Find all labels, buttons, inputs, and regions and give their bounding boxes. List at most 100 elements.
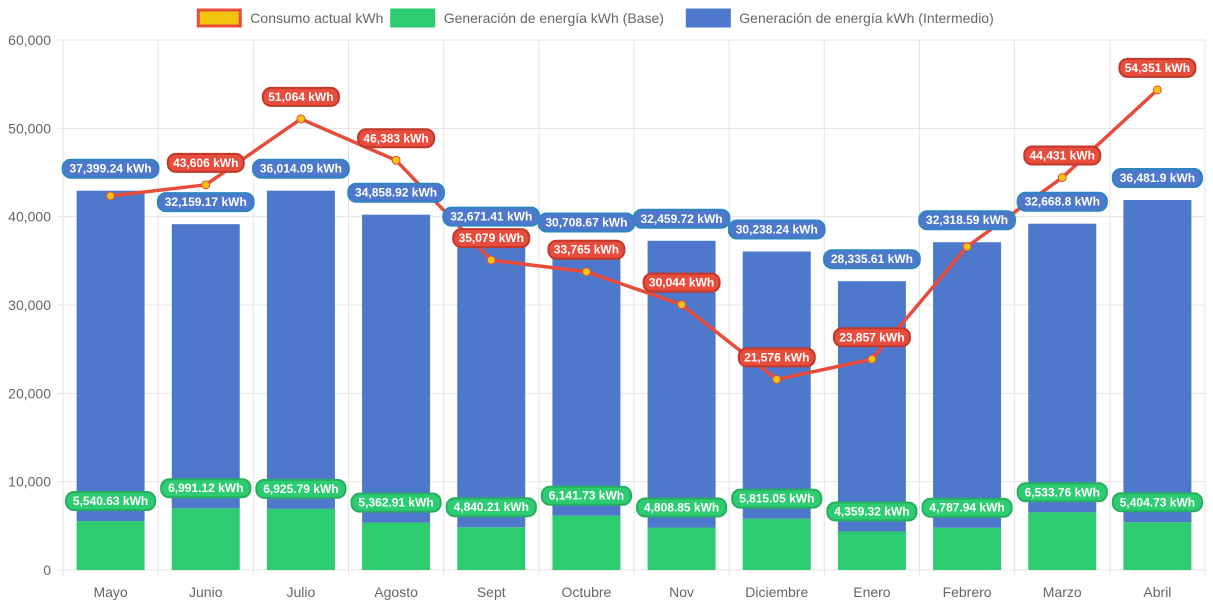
bar-base: [837, 531, 906, 570]
bar-intermediate: [742, 251, 811, 519]
consumption-point: [1152, 85, 1162, 95]
bar-base: [171, 508, 240, 570]
consumption-point: [106, 191, 116, 201]
base-data-label: 6,533.76 kWh: [1025, 485, 1100, 499]
intermediate-data-label: 36,481.9 kWh: [1120, 171, 1195, 185]
intermediate-data-label: 36,014.09 kWh: [260, 162, 342, 176]
bar-intermediate: [1028, 223, 1097, 513]
base-data-label-bg: [1016, 482, 1108, 503]
intermediate-data-label-bg: [823, 249, 921, 270]
base-data-label: 4,787.94 kWh: [929, 501, 1004, 515]
consumption-point: [772, 374, 782, 384]
base-data-label-bg: [255, 478, 347, 499]
base-data-label-bg: [350, 492, 442, 513]
base-data-label: 5,815.05 kWh: [739, 492, 814, 506]
consumption-data-label: 54,351 kWh: [1125, 61, 1190, 75]
intermediate-data-label-bg: [347, 182, 445, 203]
bar-base: [933, 527, 1002, 570]
intermediate-data-label-bg: [918, 210, 1016, 231]
x-tick-label: Junio: [189, 584, 223, 600]
legend-label[interactable]: Consumo actual kWh: [250, 10, 383, 26]
consumption-data-label-bg: [166, 152, 245, 173]
bar-base: [742, 518, 811, 570]
base-data-label-bg: [445, 497, 537, 518]
legend-swatch[interactable]: [390, 8, 436, 28]
x-tick-label: Octubre: [562, 584, 612, 600]
legend-label[interactable]: Generación de energía kWh (Intermedio): [739, 10, 993, 26]
x-tick-label: Sept: [477, 584, 506, 600]
consumption-data-label: 33,765 kWh: [554, 243, 619, 257]
base-data-label-bg: [826, 501, 918, 522]
consumption-data-label-bg: [832, 327, 911, 348]
intermediate-data-label-bg: [1111, 168, 1204, 189]
bar-intermediate: [457, 238, 526, 528]
legend-label[interactable]: Generación de energía kWh (Base): [444, 10, 664, 26]
consumption-data-label-bg: [1118, 57, 1197, 78]
x-tick-label: Marzo: [1043, 584, 1082, 600]
bar-intermediate: [1123, 200, 1192, 523]
legend-swatch[interactable]: [685, 8, 731, 28]
intermediate-data-label: 37,399.24 kWh: [70, 162, 152, 176]
intermediate-data-label: 28,335.61 kWh: [831, 252, 913, 266]
x-tick-label: Febrero: [943, 584, 992, 600]
base-data-label: 5,362.91 kWh: [358, 496, 433, 510]
intermediate-data-label: 30,708.67 kWh: [545, 215, 627, 229]
intermediate-data-label: 30,238.24 kWh: [736, 223, 818, 237]
x-tick-label: Mayo: [93, 584, 127, 600]
intermediate-data-label: 34,858.92 kWh: [355, 186, 437, 200]
bar-intermediate: [171, 224, 240, 509]
base-data-label: 5,540.63 kWh: [73, 494, 148, 508]
legend-swatch[interactable]: [196, 8, 242, 28]
bar-intermediate: [76, 190, 145, 522]
y-tick-label: 10,000: [8, 474, 51, 490]
base-data-label-bg: [731, 488, 823, 509]
y-tick-label: 30,000: [8, 297, 51, 313]
consumption-data-label: 21,576 kWh: [744, 350, 809, 364]
intermediate-data-label-bg: [1016, 191, 1108, 212]
base-data-label: 6,141.73 kWh: [549, 489, 624, 503]
intermediate-data-label-bg: [252, 158, 350, 179]
bar-base: [266, 508, 335, 570]
bar-base: [457, 527, 526, 570]
intermediate-data-label: 32,668.8 kWh: [1025, 195, 1100, 209]
consumption-point: [677, 300, 687, 310]
intermediate-data-label: 32,318.59 kWh: [926, 213, 1008, 227]
consumption-data-label-bg: [1023, 145, 1102, 166]
bar-intermediate: [266, 190, 335, 509]
x-tick-label: Enero: [853, 584, 891, 600]
consumption-point: [296, 114, 306, 124]
bar-intermediate: [362, 214, 431, 523]
consumption-data-label-bg: [642, 272, 721, 293]
base-data-label: 5,404.73 kWh: [1120, 495, 1195, 509]
intermediate-data-label-bg: [727, 219, 826, 240]
y-tick-label: 0: [43, 562, 51, 578]
consumption-point: [391, 155, 401, 165]
consumption-data-label: 44,431 kWh: [1030, 149, 1095, 163]
bar-base: [552, 515, 621, 570]
consumption-data-label-bg: [547, 239, 626, 260]
x-tick-label: Abril: [1143, 584, 1171, 600]
bar-base: [1028, 512, 1097, 570]
intermediate-data-label-bg: [156, 192, 255, 213]
bar-base: [76, 521, 145, 570]
base-data-label: 6,991.12 kWh: [168, 481, 243, 495]
consumption-data-label-bg: [452, 228, 531, 249]
intermediate-data-label: 32,159.17 kWh: [165, 195, 247, 209]
base-data-label-bg: [921, 497, 1013, 518]
base-data-label: 4,840.21 kWh: [454, 500, 529, 514]
base-data-label-bg: [1111, 492, 1204, 513]
base-data-label: 4,808.85 kWh: [644, 501, 719, 515]
consumption-data-label: 51,064 kWh: [268, 90, 333, 104]
consumption-point: [201, 180, 211, 190]
bar-base: [1123, 522, 1192, 570]
consumption-data-label: 43,606 kWh: [173, 156, 238, 170]
consumption-data-label: 46,383 kWh: [363, 131, 428, 145]
bar-base: [362, 522, 431, 570]
bar-intermediate: [837, 281, 906, 532]
consumption-data-label: 30,044 kWh: [649, 276, 714, 290]
bar-intermediate: [552, 244, 621, 516]
consumption-data-label: 23,857 kWh: [839, 330, 904, 344]
consumption-point: [962, 242, 972, 252]
